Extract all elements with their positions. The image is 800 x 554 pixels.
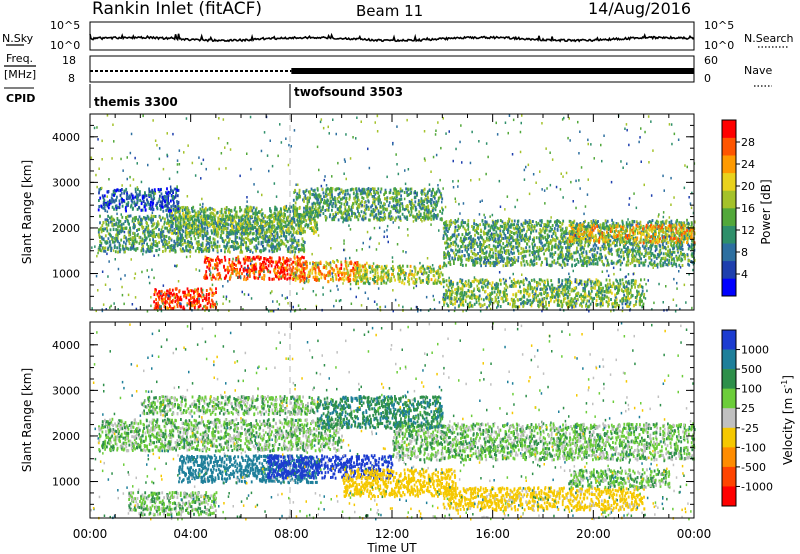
freq-unit-label: [MHz] bbox=[4, 68, 36, 81]
velocity-colorbar-swatch-8 bbox=[722, 486, 736, 507]
power-colorbar-tick-3: 16 bbox=[741, 202, 755, 215]
power-region-6 bbox=[97, 187, 180, 213]
x-tick-5: 20:00 bbox=[576, 527, 611, 541]
power-ytick-2: 3000 bbox=[52, 176, 80, 189]
velocity-region-3 bbox=[178, 454, 319, 485]
power-colorbar-swatch-8 bbox=[722, 137, 736, 156]
power-region-7 bbox=[292, 186, 444, 222]
nsky-label: N.Sky bbox=[2, 32, 34, 45]
power-colorbar-label: Power [dB] bbox=[759, 179, 773, 244]
velocity-colorbar-swatch-1 bbox=[722, 349, 736, 370]
velocity-colorbar-tick-7: -1000 bbox=[741, 480, 773, 493]
power-colorbar-tick-5: 24 bbox=[741, 158, 755, 171]
power-scatter bbox=[90, 114, 696, 313]
noise-left-top: 10^5 bbox=[50, 19, 80, 32]
x-axis-label: Time UT bbox=[366, 541, 417, 554]
cpid-strip: CPID themis 3300 twofsound 3503 bbox=[4, 84, 403, 109]
power-colorbar-tick-2: 12 bbox=[741, 224, 755, 237]
velocity-colorbar-tick-5: -100 bbox=[741, 441, 766, 454]
power-colorbar-tick-0: 4 bbox=[741, 268, 748, 281]
freq-label: Freq. bbox=[6, 52, 33, 65]
x-tick-1: 04:00 bbox=[173, 527, 208, 541]
velocity-region-7 bbox=[316, 395, 444, 430]
velocity-colorbar-swatch-7 bbox=[722, 466, 736, 487]
cpid-segment-twofsound: twofsound 3503 bbox=[294, 85, 403, 99]
velocity-colorbar-swatch-0 bbox=[722, 330, 736, 350]
cpid-label: CPID bbox=[6, 92, 35, 105]
noise-trace bbox=[89, 32, 695, 43]
power-ytick-0: 1000 bbox=[52, 268, 80, 281]
power-colorbar-tick-6: 28 bbox=[741, 136, 755, 149]
velocity-colorbar-tick-2: 100 bbox=[741, 383, 762, 396]
power-colorbar-swatch-4 bbox=[722, 208, 736, 226]
power-ytick-1: 2000 bbox=[52, 222, 80, 235]
power-colorbar-swatch-2 bbox=[722, 243, 736, 262]
x-tick-6: 00:00 bbox=[677, 527, 712, 541]
velocity-colorbar-swatch-6 bbox=[722, 447, 736, 468]
velocity-region-1 bbox=[140, 395, 319, 417]
power-colorbar-swatch-7 bbox=[722, 155, 736, 174]
velocity-region-9 bbox=[568, 468, 671, 490]
velocity-colorbar-swatch-5 bbox=[722, 427, 736, 448]
power-panel: 1000 2000 3000 4000 Slant Range [km] bbox=[20, 113, 696, 313]
velocity-colorbar-swatch-3 bbox=[722, 388, 736, 409]
velocity-ytick-2: 3000 bbox=[52, 384, 80, 397]
power-colorbar: 4 8 12 16 20 24 28 Power [dB] bbox=[721, 119, 773, 297]
velocity-region-0 bbox=[98, 417, 344, 453]
noise-right-bottom: 10^0 bbox=[704, 39, 734, 52]
site-title: Rankin Inlet (fitACF) bbox=[92, 0, 262, 19]
power-region-9 bbox=[442, 278, 646, 309]
x-tick-0: 00:00 bbox=[73, 527, 108, 541]
freq-panel: Freq. [MHz] 18 8 60 0 Nave bbox=[4, 52, 772, 87]
nave-label: Nave bbox=[744, 64, 772, 77]
power-colorbar-swatch-5 bbox=[722, 190, 736, 209]
velocity-region-8 bbox=[442, 486, 646, 512]
noise-right-top: 10^5 bbox=[704, 19, 734, 32]
freq-right-top: 60 bbox=[704, 54, 718, 67]
velocity-region-5 bbox=[342, 467, 457, 499]
velocity-ytick-1: 2000 bbox=[52, 430, 80, 443]
power-colorbar-swatch-9 bbox=[722, 120, 736, 138]
velocity-colorbar-tick-4: -25 bbox=[741, 422, 759, 435]
beam-title: Beam 11 bbox=[356, 2, 423, 20]
noise-panel: N.Sky 10^5 10^0 10^5 10^0 N.Search bbox=[2, 19, 794, 52]
velocity-colorbar-swatch-4 bbox=[722, 408, 736, 429]
power-colorbar-swatch-6 bbox=[722, 172, 736, 191]
velocity-colorbar-tick-0: 1000 bbox=[741, 344, 769, 357]
noise-left-bottom: 10^0 bbox=[50, 39, 80, 52]
power-ytick-3: 4000 bbox=[52, 131, 80, 144]
x-axis-ticks: 00:00 04:00 08:00 12:00 16:00 20:00 00:00 bbox=[73, 527, 712, 541]
velocity-colorbar-tick-1: 500 bbox=[741, 363, 762, 376]
velocity-colorbar-tick-3: 25 bbox=[741, 402, 755, 415]
power-colorbar-swatch-1 bbox=[722, 260, 736, 279]
freq-left-top: 18 bbox=[62, 54, 76, 67]
date-title: 14/Aug/2016 bbox=[588, 0, 691, 18]
velocity-ytick-3: 4000 bbox=[52, 339, 80, 352]
velocity-colorbar-swatch-2 bbox=[722, 369, 736, 389]
velocity-panel: 1000 2000 3000 4000 Slant Range [km] bbox=[20, 321, 696, 521]
velocity-colorbar: 1000 500 100 25 -25 -100 -500 -1000 Velocity [m… bbox=[721, 329, 795, 507]
power-colorbar-swatch-0 bbox=[722, 278, 736, 297]
freq-trace-twofsound bbox=[291, 68, 694, 74]
nsearch-label: N.Search bbox=[744, 32, 794, 45]
power-colorbar-swatch-3 bbox=[722, 225, 736, 244]
x-tick-4: 16:00 bbox=[475, 527, 510, 541]
velocity-ylabel: Slant Range [km] bbox=[20, 368, 34, 472]
velocity-colorbar-tick-6: -500 bbox=[741, 461, 766, 474]
power-region-3 bbox=[354, 264, 445, 286]
power-colorbar-tick-1: 8 bbox=[741, 246, 748, 259]
velocity-colorbar-label: Velocity [m s-1] bbox=[780, 375, 795, 465]
velocity-ytick-0: 1000 bbox=[52, 476, 80, 489]
power-ylabel: Slant Range [km] bbox=[20, 160, 34, 264]
velocity-region-2 bbox=[128, 490, 218, 517]
freq-right-bottom: 0 bbox=[704, 72, 711, 85]
x-tick-3: 12:00 bbox=[375, 527, 410, 541]
power-region-0 bbox=[153, 287, 217, 311]
cpid-segment-themis: themis 3300 bbox=[94, 95, 178, 109]
x-tick-2: 08:00 bbox=[274, 527, 309, 541]
power-colorbar-tick-4: 20 bbox=[741, 180, 755, 193]
freq-left-bottom: 8 bbox=[68, 72, 75, 85]
